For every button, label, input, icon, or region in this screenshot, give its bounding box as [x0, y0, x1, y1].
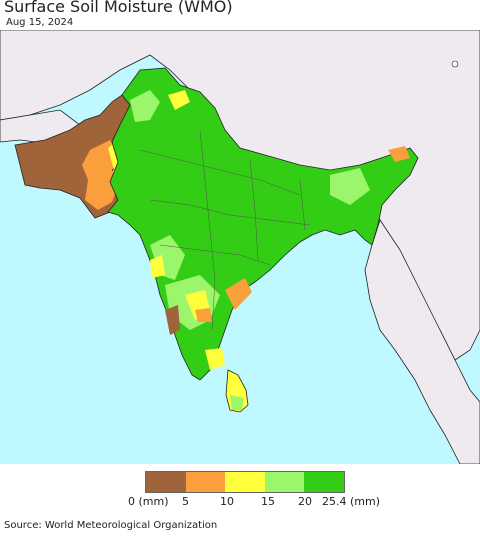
patch-orange-east-coast [225, 278, 252, 310]
patch-orange-northeast [388, 146, 410, 162]
legend-label-1: 5 [182, 495, 189, 508]
legend-label-0: 0 (mm) [128, 495, 169, 508]
legend-swatch-4 [304, 472, 344, 492]
map-date: Aug 15, 2024 [6, 17, 74, 28]
legend-swatch-2 [225, 472, 265, 492]
island [451, 60, 459, 68]
patch-light-green-north [130, 90, 160, 122]
legend-label-3: 15 [261, 495, 275, 508]
legend-color-bar [145, 471, 345, 493]
legend-label-4: 20 [298, 495, 312, 508]
legend-label-5: 25.4 (mm) [322, 495, 381, 508]
patch-orange-west-coast [165, 305, 180, 335]
patch-yellow-gujarat [150, 255, 165, 278]
legend-swatch-0 [146, 472, 186, 492]
map-title: Surface Soil Moisture (WMO) [4, 0, 233, 16]
soil-moisture-map [0, 30, 480, 464]
region-sri-lanka-south [230, 395, 244, 410]
state-borders [139, 129, 311, 331]
patch-yellow-tn [205, 348, 225, 370]
legend-labels: 0 (mm) 5 10 15 20 25.4 (mm) [0, 495, 480, 511]
legend-swatch-3 [264, 472, 305, 492]
patch-light-green-east [330, 168, 370, 205]
source-credit: Source: World Meteorological Organizatio… [4, 520, 218, 531]
patch-orange-south [195, 308, 212, 322]
legend-label-2: 10 [220, 495, 234, 508]
land-southeast [364, 219, 480, 464]
legend-swatch-1 [185, 472, 226, 492]
patch-yellow-kashmir [168, 90, 190, 110]
region-orange-west [82, 140, 120, 210]
